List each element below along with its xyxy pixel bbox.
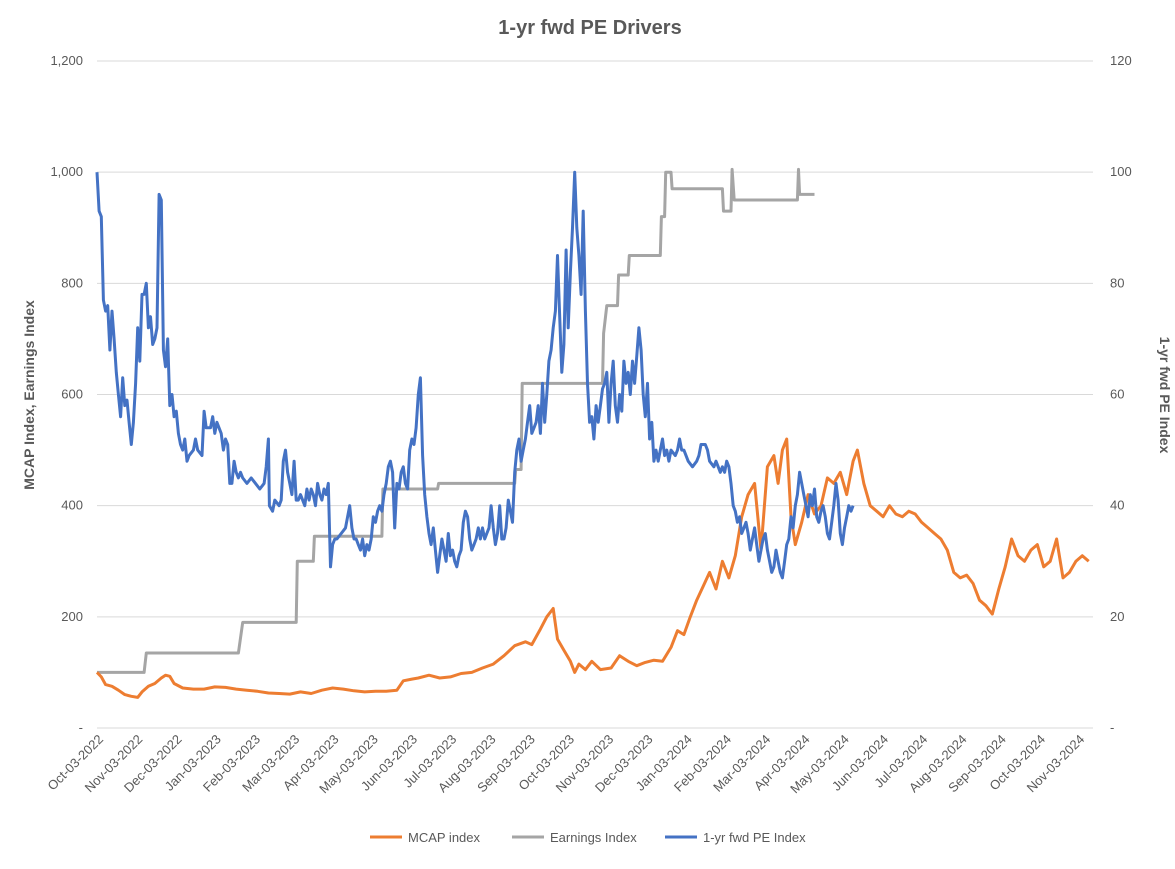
legend-label: 1-yr fwd PE Index <box>703 830 806 845</box>
right-tick-label: 100 <box>1110 164 1132 179</box>
right-axis-title: 1-yr fwd PE Index <box>1157 337 1173 454</box>
left-tick-label: - <box>79 720 83 735</box>
left-axis-ticks: - 200 400 600 800 1,000 1,200 <box>50 53 83 735</box>
right-tick-label: - <box>1110 720 1114 735</box>
series-line-mcap-index <box>95 437 1090 699</box>
right-tick-label: 60 <box>1110 387 1124 402</box>
left-tick-label: 1,200 <box>50 53 83 68</box>
right-tick-label: 80 <box>1110 275 1124 290</box>
right-tick-label: 120 <box>1110 53 1132 68</box>
left-tick-label: 800 <box>61 275 83 290</box>
left-tick-label: 400 <box>61 498 83 513</box>
series-line-1-yr-fwd-pe-index <box>95 170 855 580</box>
left-tick-label: 600 <box>61 387 83 402</box>
x-axis-ticks: Oct-03-2022Nov-03-2022Dec-03-2022Jan-03-… <box>44 732 1087 797</box>
left-tick-label: 200 <box>61 609 83 624</box>
series-lines <box>95 167 1090 699</box>
gridlines <box>97 60 1093 729</box>
legend-label: Earnings Index <box>550 830 637 845</box>
right-tick-label: 40 <box>1110 498 1124 513</box>
legend-label: MCAP index <box>408 830 481 845</box>
left-tick-label: 1,000 <box>50 164 83 179</box>
legend: MCAP index Earnings Index 1-yr fwd PE Inde… <box>370 830 806 845</box>
left-axis-title: MCAP Index, Earnings Index <box>21 300 37 490</box>
right-tick-label: 20 <box>1110 609 1124 624</box>
right-axis-ticks: - 20 40 60 80 100 120 <box>1110 53 1132 735</box>
series-line-earnings-index <box>97 167 815 674</box>
chart-title: 1-yr fwd PE Drivers <box>498 17 681 39</box>
